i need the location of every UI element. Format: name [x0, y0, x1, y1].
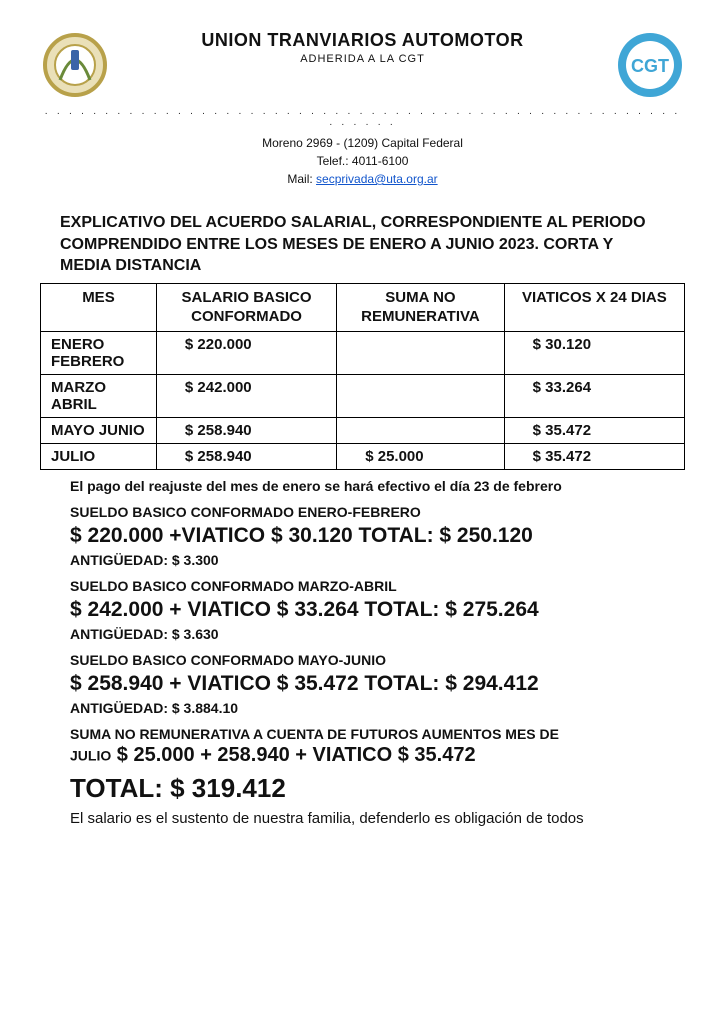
cell-suma: $ 25.000: [337, 443, 504, 469]
contact-block: Moreno 2969 - (1209) Capital Federal Tel…: [40, 134, 685, 188]
cell-suma: [337, 374, 504, 417]
org-title: UNION TRANVIARIOS AUTOMOTOR: [120, 30, 605, 51]
col-suma: SUMA NO REMUNERATIVA: [337, 283, 504, 331]
cell-sal: $ 242.000: [156, 374, 336, 417]
period-total-line: $ 258.940 + VIATICO $ 35.472 TOTAL: $ 29…: [70, 672, 675, 696]
cell-via: $ 35.472: [504, 417, 684, 443]
detail-block: El pago del reajuste del mes de enero se…: [70, 478, 675, 827]
cell-suma: [337, 417, 504, 443]
cell-mes: JULIO: [41, 443, 157, 469]
table-row: MAYO JUNIO $ 258.940 $ 35.472: [41, 417, 685, 443]
mail-link[interactable]: secprivada@uta.org.ar: [316, 172, 438, 186]
table-header-row: MES SALARIO BASICO CONFORMADO SUMA NO RE…: [41, 283, 685, 331]
letterhead-header: UNION TRANVIARIOS AUTOMOTOR ADHERIDA A L…: [40, 30, 685, 100]
intro-paragraph: EXPLICATIVO DEL ACUERDO SALARIAL, CORRES…: [60, 212, 665, 277]
footer-slogan: El salario es el sustento de nuestra fam…: [70, 810, 675, 827]
future-suma-label: SUMA NO REMUNERATIVA A CUENTA DE FUTUROS…: [70, 726, 675, 742]
mail-line: Mail: secprivada@uta.org.ar: [40, 170, 685, 188]
table-row: MARZO ABRIL $ 242.000 $ 33.264: [41, 374, 685, 417]
antiguedad-line: ANTIGÜEDAD: $ 3.300: [70, 552, 675, 568]
address-line: Moreno 2969 - (1209) Capital Federal: [40, 134, 685, 152]
divider-dots: · · · · · · · · · · · · · · · · · · · · …: [40, 108, 685, 130]
col-salario: SALARIO BASICO CONFORMADO: [156, 283, 336, 331]
payment-note: El pago del reajuste del mes de enero se…: [70, 478, 675, 494]
cell-via: $ 33.264: [504, 374, 684, 417]
cell-mes: MAYO JUNIO: [41, 417, 157, 443]
period-label: SUELDO BASICO CONFORMADO MARZO-ABRIL: [70, 578, 675, 594]
org-subtitle: ADHERIDA A LA CGT: [120, 53, 605, 65]
table-row: JULIO $ 258.940 $ 25.000 $ 35.472: [41, 443, 685, 469]
phone-line: Telef.: 4011-6100: [40, 152, 685, 170]
period-total-line: $ 242.000 + VIATICO $ 33.264 TOTAL: $ 27…: [70, 598, 675, 622]
period-label: SUELDO BASICO CONFORMADO ENERO-FEBRERO: [70, 504, 675, 520]
col-viaticos: VIATICOS X 24 DIAS: [504, 283, 684, 331]
mail-label: Mail:: [287, 172, 316, 186]
period-total-line: $ 220.000 +VIATICO $ 30.120 TOTAL: $ 250…: [70, 524, 675, 548]
cell-sal: $ 220.000: [156, 331, 336, 374]
cell-suma: [337, 331, 504, 374]
cell-via: $ 35.472: [504, 443, 684, 469]
period-label: SUELDO BASICO CONFORMADO MAYO-JUNIO: [70, 652, 675, 668]
title-block: UNION TRANVIARIOS AUTOMOTOR ADHERIDA A L…: [110, 30, 615, 65]
julio-values: $ 25.000 + 258.940 + VIATICO $ 35.472: [111, 744, 475, 766]
antiguedad-line: ANTIGÜEDAD: $ 3.630: [70, 626, 675, 642]
julio-line: JULIO $ 25.000 + 258.940 + VIATICO $ 35.…: [70, 744, 675, 767]
table-row: ENERO FEBRERO $ 220.000 $ 30.120: [41, 331, 685, 374]
cgt-logo-icon: CGT: [615, 30, 685, 100]
union-logo-left-icon: [40, 30, 110, 100]
col-mes: MES: [41, 283, 157, 331]
cell-mes: MARZO ABRIL: [41, 374, 157, 417]
julio-word: JULIO: [70, 748, 111, 764]
salary-table: MES SALARIO BASICO CONFORMADO SUMA NO RE…: [40, 283, 685, 470]
cell-via: $ 30.120: [504, 331, 684, 374]
total-final: TOTAL: $ 319.412: [70, 773, 675, 804]
cell-mes: ENERO FEBRERO: [41, 331, 157, 374]
antiguedad-line: ANTIGÜEDAD: $ 3.884.10: [70, 700, 675, 716]
cell-sal: $ 258.940: [156, 417, 336, 443]
cell-sal: $ 258.940: [156, 443, 336, 469]
svg-text:CGT: CGT: [631, 56, 669, 76]
